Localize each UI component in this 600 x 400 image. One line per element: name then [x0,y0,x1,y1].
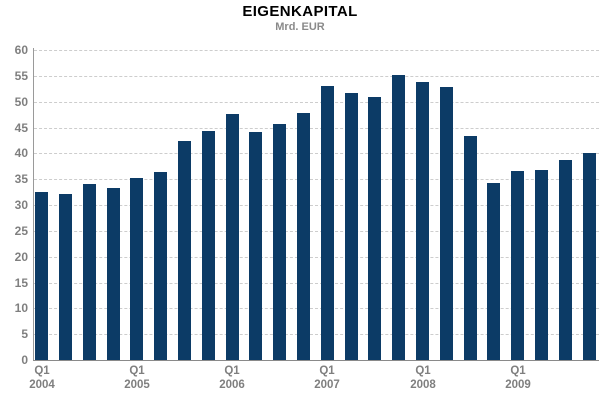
x-axis-label-year: 2005 [124,379,150,391]
y-axis-tick-label-0: 0 [21,353,28,367]
bar-q1-2009 [511,171,524,360]
bar-q1-2004 [35,192,48,360]
gridline-h-20 [34,257,599,258]
y-axis-tick-label-10: 10 [14,301,28,315]
y-axis-tick-label-35: 35 [14,172,28,186]
bar-q2-2004 [59,194,72,360]
y-axis-tick-label-55: 55 [14,69,28,83]
y-axis-tick-label-50: 50 [14,95,28,109]
gridline-h-30 [34,205,599,206]
x-axis-label-2007: Q1 2007 [297,364,357,392]
gridline-h-25 [34,231,599,232]
bar-q2-2007 [345,93,358,360]
x-axis-label-quarter: Q1 [415,365,431,377]
y-axis-tick-label-5: 5 [21,327,28,341]
x-axis-label-year: 2008 [410,379,436,391]
x-axis-label-2004: Q1 2004 [12,364,72,392]
bar-q3-2009 [559,160,572,360]
bar-q1-2006 [226,114,239,360]
y-axis-tick-label-25: 25 [14,224,28,238]
bar-q4-2004 [107,188,120,360]
bar-q4-2008 [487,183,500,360]
x-axis-label-quarter: Q1 [129,365,145,377]
x-axis-label-year: 2006 [219,379,245,391]
chart-title: EIGENKAPITAL [242,3,358,20]
bar-q3-2006 [273,124,286,360]
x-axis-label-quarter: Q1 [319,365,335,377]
gridline-h-60 [34,50,599,51]
x-axis-label-2006: Q1 2006 [202,364,262,392]
x-axis-line [33,360,599,361]
x-axis-label-quarter: Q1 [224,365,240,377]
gridline-h-15 [34,283,599,284]
x-axis-label-2008: Q1 2008 [393,364,453,392]
y-axis-tick-label-30: 30 [14,198,28,212]
bar-q3-2008 [464,136,477,360]
y-axis-tick-label-15: 15 [14,276,28,290]
bar-q4-2007 [392,75,405,360]
gridline-h-5 [34,334,599,335]
x-axis-label-quarter: Q1 [34,365,50,377]
bar-q3-2004 [83,184,96,360]
x-axis-label-year: 2007 [314,379,340,391]
bar-q4-2006 [297,113,310,360]
bar-q4-2005 [202,131,215,360]
bar-q1-2007 [321,86,334,360]
gridline-h-10 [34,308,599,309]
gridline-h-40 [34,153,599,154]
x-axis-label-year: 2009 [505,379,531,391]
gridline-h-35 [34,179,599,180]
bar-q4-2009 [583,153,596,360]
chart-subtitle: Mrd. EUR [275,21,325,33]
bar-q2-2008 [440,87,453,360]
y-axis-tick-label-40: 40 [14,146,28,160]
gridline-h-45 [34,128,599,129]
y-axis-line [33,48,34,361]
gridline-h-55 [34,76,599,77]
y-axis-tick-label-20: 20 [14,250,28,264]
bar-q1-2008 [416,82,429,360]
bar-q2-2005 [154,172,167,360]
y-axis-tick-label-60: 60 [14,43,28,57]
y-axis-tick-label-45: 45 [14,121,28,135]
bar-q3-2007 [368,97,381,360]
gridline-h-50 [34,102,599,103]
bar-q2-2006 [249,132,262,360]
x-axis-label-quarter: Q1 [510,365,526,377]
x-axis-label-2009: Q1 2009 [488,364,548,392]
bar-q2-2009 [535,170,548,360]
bar-q3-2005 [178,141,191,360]
bar-q1-2005 [130,178,143,360]
x-axis-label-year: 2004 [29,379,55,391]
x-axis-label-2005: Q1 2005 [107,364,167,392]
